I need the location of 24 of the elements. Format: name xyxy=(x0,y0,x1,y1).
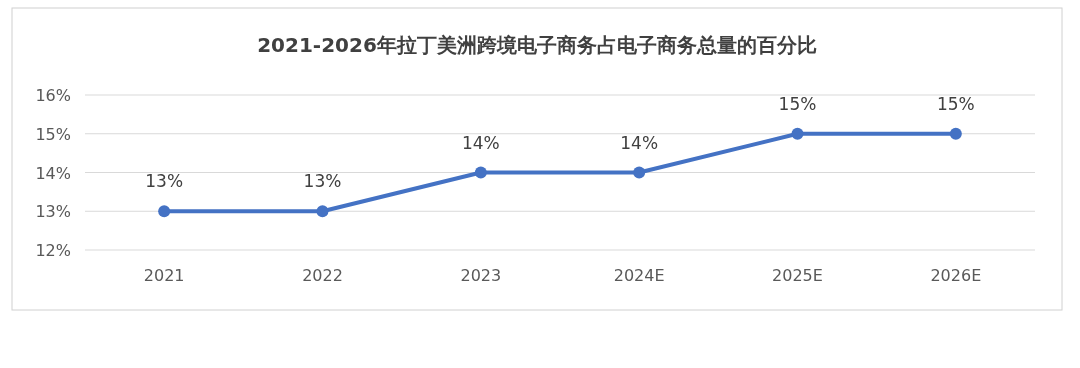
data-label: 15% xyxy=(778,93,817,114)
x-tick-label: 2025E xyxy=(772,266,823,285)
x-tick-label: 2024E xyxy=(613,266,665,285)
data-label: 14% xyxy=(461,132,500,153)
data-label: 13% xyxy=(303,171,342,192)
point xyxy=(791,127,804,140)
data-label: 15% xyxy=(936,93,975,114)
x-tick-label: 2023 xyxy=(460,266,502,285)
x-tick-label: 2022 xyxy=(302,266,343,285)
y-tick-label: 14% xyxy=(35,163,71,183)
y-tick-label: 15% xyxy=(35,124,71,144)
data-label: 13% xyxy=(145,171,184,192)
y-tick-label: 16% xyxy=(35,86,71,105)
point xyxy=(158,205,171,218)
data-label: 14% xyxy=(620,132,659,153)
point xyxy=(316,205,329,218)
point xyxy=(949,127,962,140)
point xyxy=(633,166,646,179)
x-tick-label: 2021 xyxy=(143,266,185,285)
point xyxy=(474,166,487,179)
y-tick-label: 13% xyxy=(35,202,71,222)
chart-title: 2021-2026年拉丁美洲跨境电子商务占电子商务总量的百分比 xyxy=(257,33,817,57)
y-tick-label: 12% xyxy=(35,241,71,260)
x-tick-label: 2026E xyxy=(930,266,982,285)
